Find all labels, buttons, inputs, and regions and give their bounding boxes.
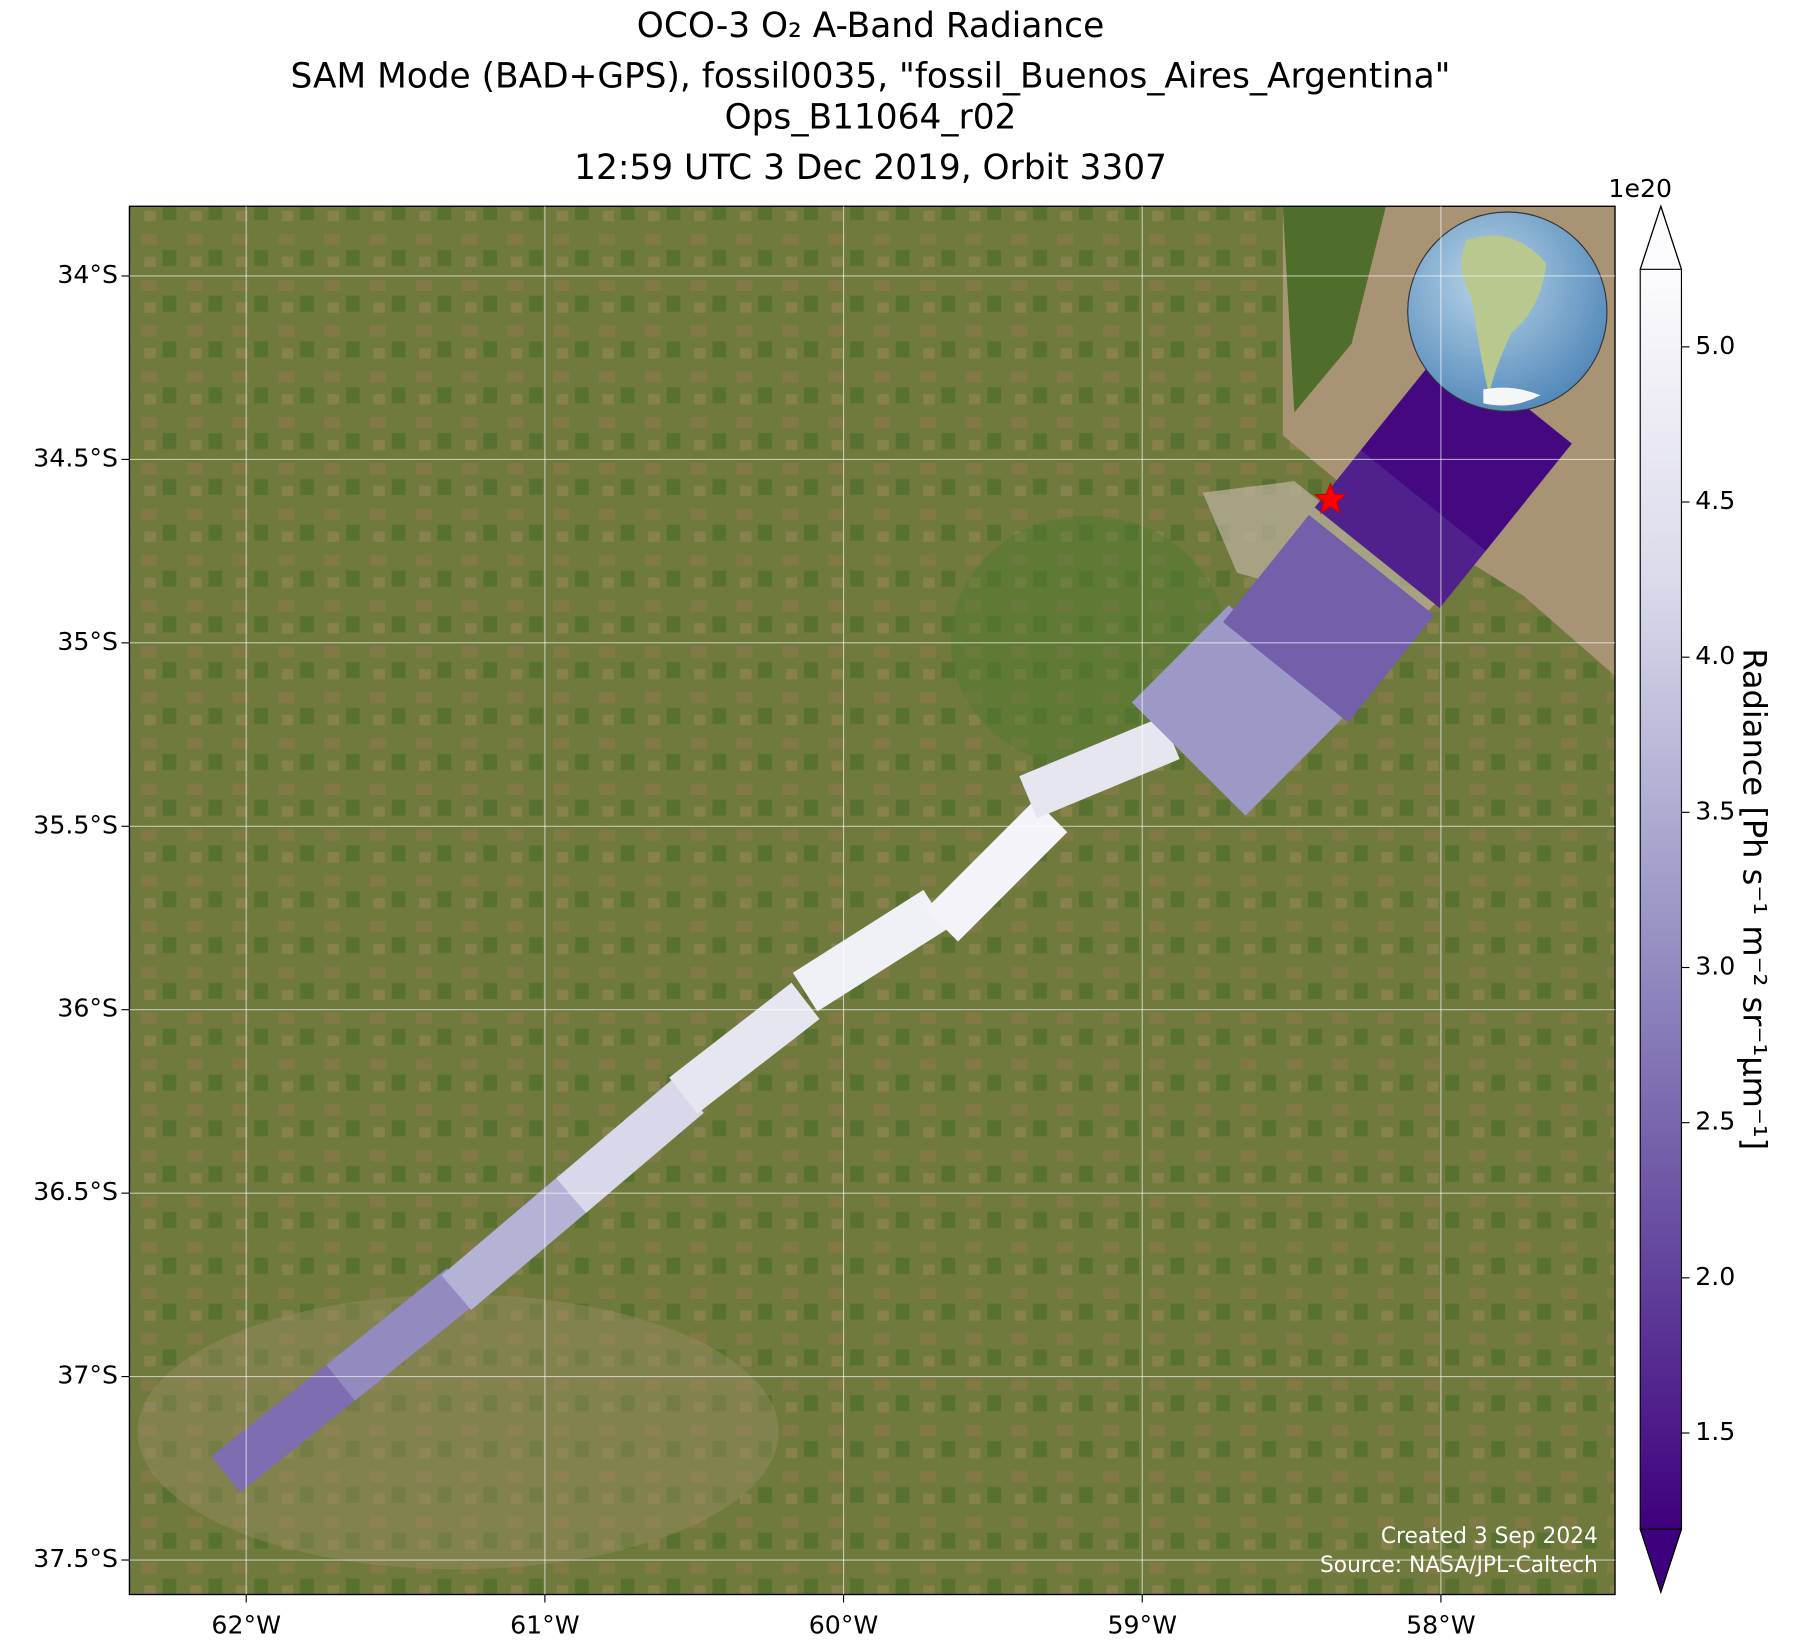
y-tick-label: 34.5°S: [33, 443, 118, 472]
credit: Source: NASA/JPL-Caltech: [1320, 1553, 1598, 1578]
colorbar-tick-label: 4.0: [1695, 641, 1735, 670]
colorbar-offset: 1e20: [1608, 174, 1672, 203]
colorbar-frame: [1639, 204, 1683, 1595]
swath-segment: [1131, 605, 1343, 816]
y-tick-label: 35°S: [57, 627, 118, 656]
swath-segment: [1223, 514, 1435, 723]
colorbar: [1640, 269, 1682, 1530]
title-line: OCO-3 O₂ A-Band Radiance: [637, 6, 1104, 46]
y-tick-label: 37.5°S: [33, 1544, 118, 1573]
swath-segment: [326, 1268, 476, 1401]
colorbar-label: Radiance [Ph s⁻¹ m⁻² sr⁻¹μm⁻¹]: [1735, 648, 1773, 1150]
swath-segment: [925, 799, 1068, 942]
colorbar-tick-label: 5.0: [1695, 331, 1735, 360]
x-tick-label: 61°W: [510, 1611, 580, 1640]
swath-segment: [792, 889, 948, 1012]
swath-segment: [1019, 716, 1180, 819]
title-line: SAM Mode (BAD+GPS), fossil0035, "fossil_…: [291, 56, 1451, 96]
globe-inset: [1407, 211, 1608, 412]
colorbar-tick-label: 4.5: [1695, 486, 1735, 515]
x-tick-label: 60°W: [809, 1611, 879, 1640]
colorbar-tick-label: 2.0: [1695, 1262, 1735, 1291]
credit: Created 3 Sep 2024: [1381, 1524, 1598, 1549]
swath-segment: [669, 982, 820, 1114]
x-tick-label: 59°W: [1107, 1611, 1177, 1640]
x-tick-label: 62°W: [211, 1611, 281, 1640]
colorbar-tick-label: 3.5: [1695, 796, 1735, 825]
map-frame: [128, 205, 1616, 1596]
swath-segment: [556, 1077, 704, 1213]
y-tick-label: 36.5°S: [33, 1177, 118, 1206]
colorbar-extend: [1639, 1528, 1683, 1595]
y-tick-label: 34°S: [57, 260, 118, 289]
colorbar-tick-label: 2.5: [1695, 1107, 1735, 1136]
title-line: Ops_B11064_r02: [725, 98, 1017, 138]
swath-segment: [211, 1359, 361, 1493]
colorbar-extend: [1639, 204, 1683, 270]
y-tick-label: 36°S: [57, 994, 118, 1023]
y-tick-label: 37°S: [57, 1361, 118, 1390]
target-marker: [1313, 482, 1348, 515]
colorbar-tick-label: 1.5: [1695, 1417, 1735, 1446]
swath-segment: [441, 1175, 590, 1311]
title-line: 12:59 UTC 3 Dec 2019, Orbit 3307: [574, 148, 1167, 188]
y-tick-label: 35.5°S: [33, 810, 118, 839]
swath-segment: [1360, 343, 1572, 551]
colorbar-tick-label: 3.0: [1695, 952, 1735, 981]
x-tick-label: 58°W: [1406, 1611, 1476, 1640]
